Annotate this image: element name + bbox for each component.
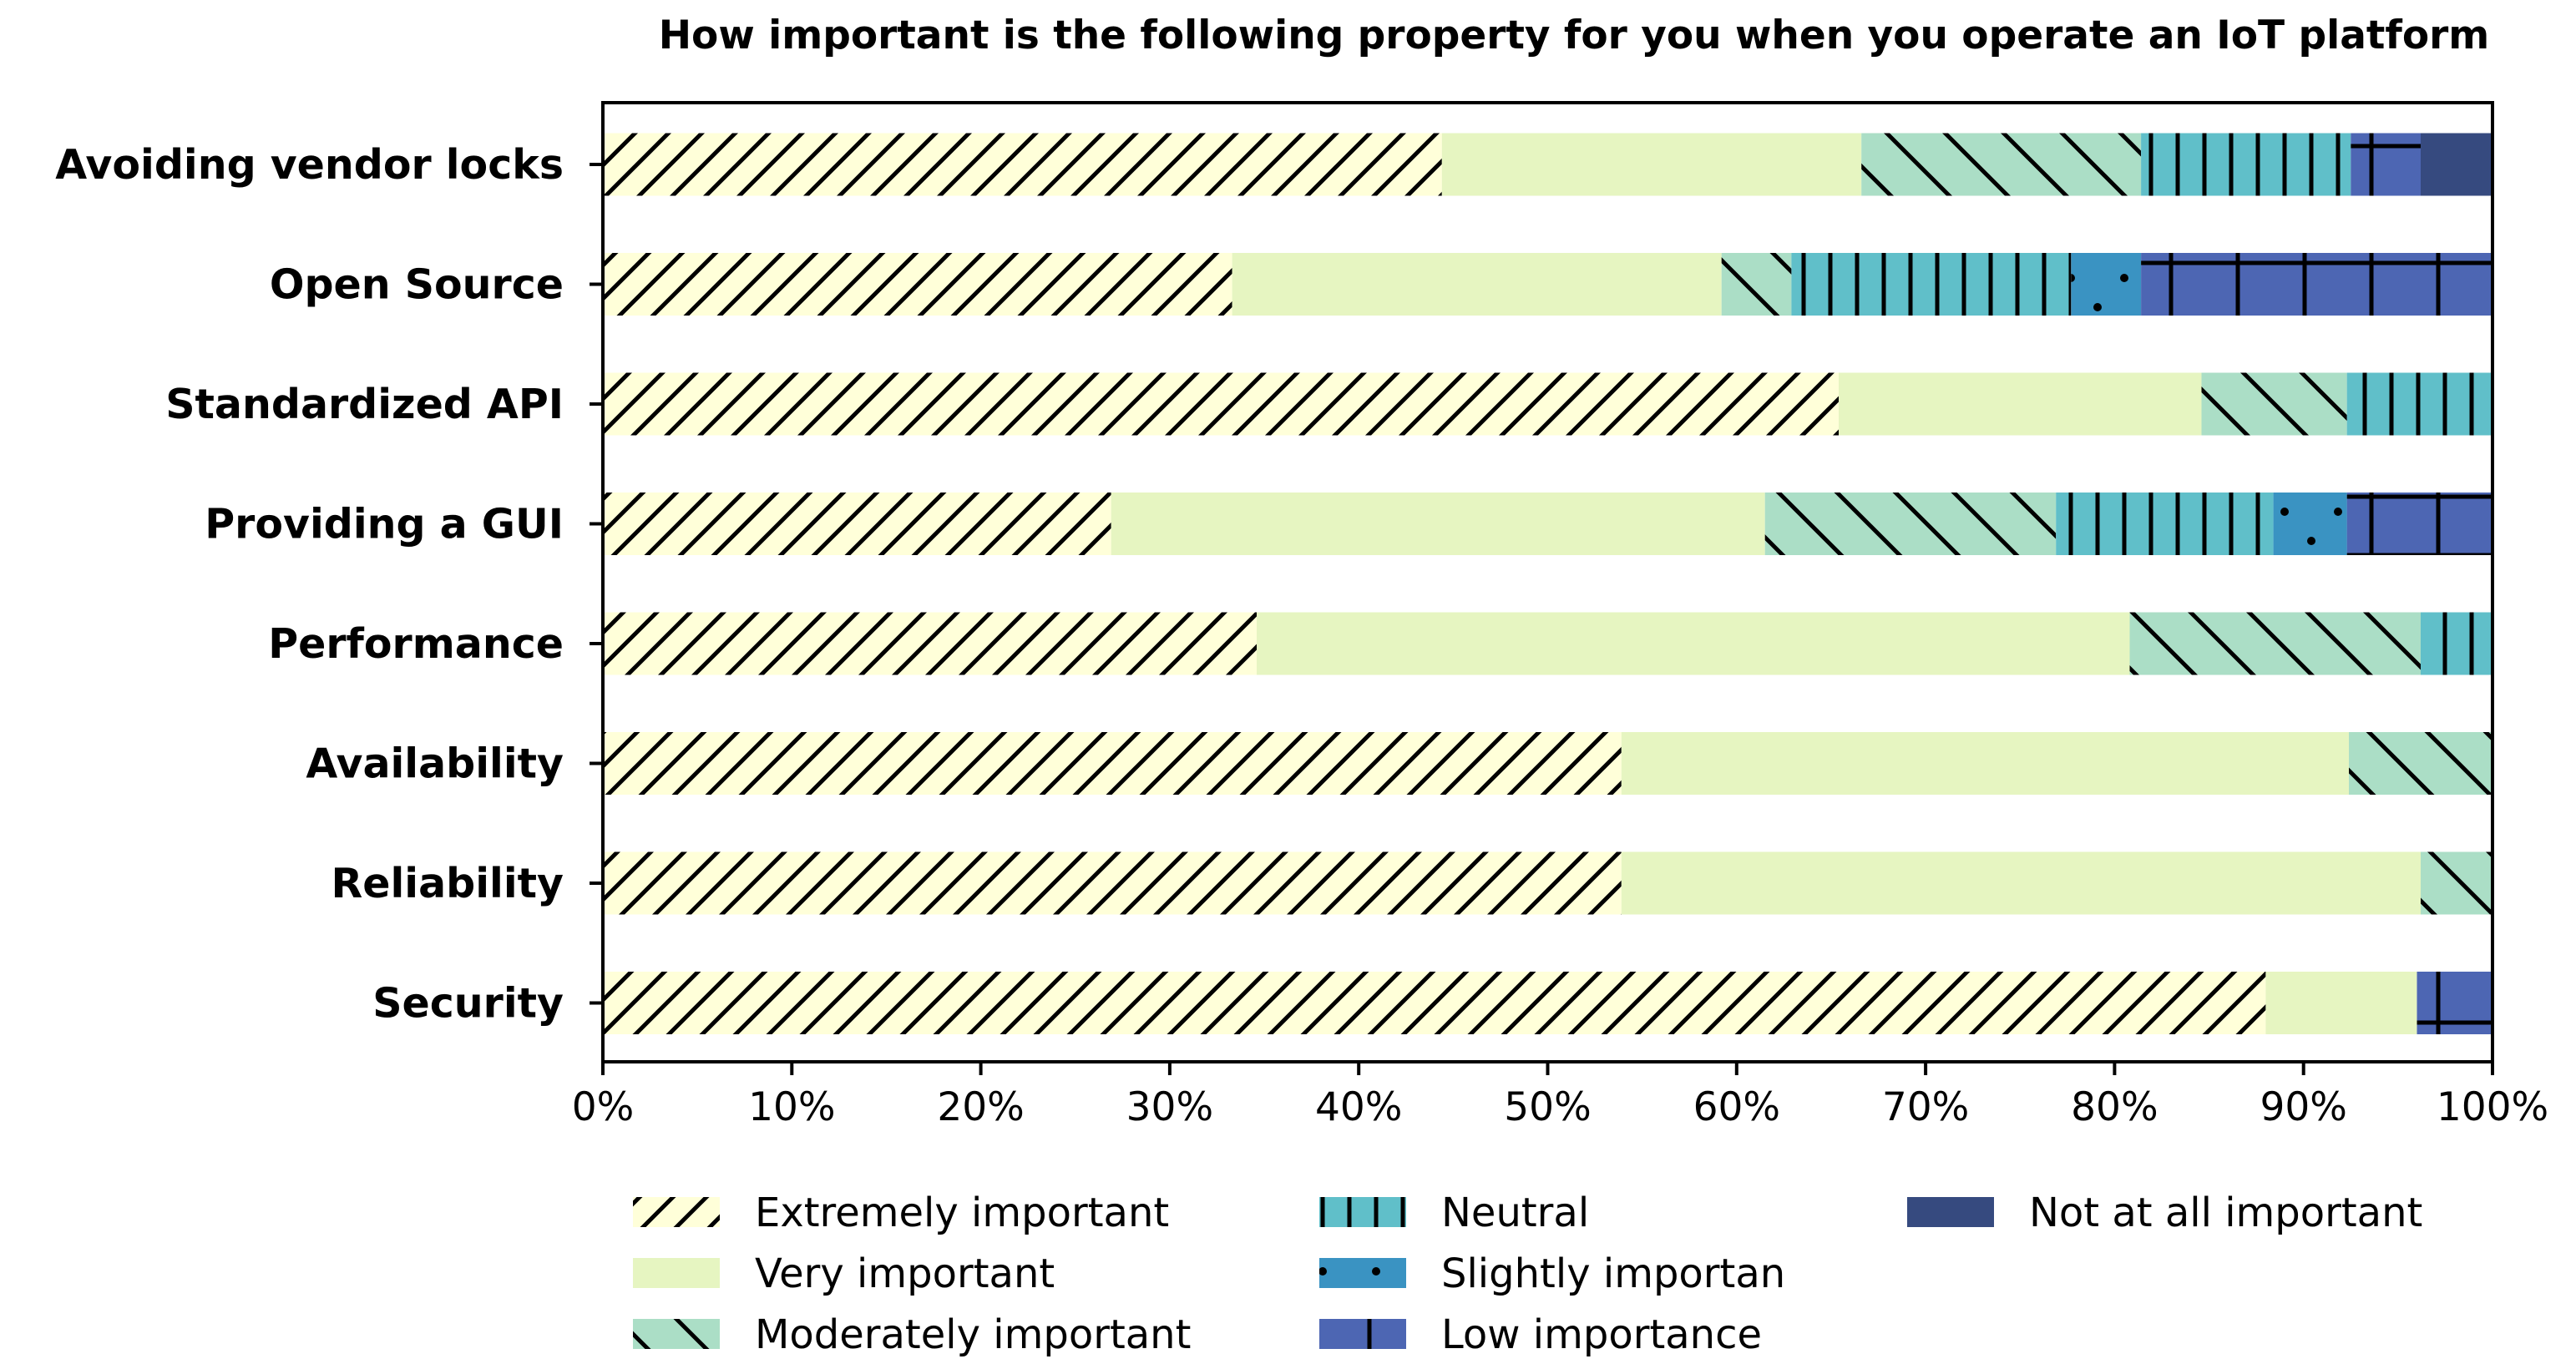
bar-standardized-api-moderately-important [2201,372,2347,436]
bar-providing-a-gui-extremely-important [603,493,1111,555]
y-tick-label: Open Source [270,261,564,309]
x-tick-label: 100% [2437,1084,2548,1130]
bar-security-low-importance [2417,972,2492,1034]
legend-swatch-low-importance [1319,1319,1406,1349]
x-axis: 0% 10% 20% 30% 40% 50% 60% 70% 80% 90% 100% [572,1062,2548,1130]
bar-providing-a-gui-moderately-important [1764,493,2057,555]
y-tick-label: Standardized API [165,381,564,428]
bar-standardized-api-extremely-important [603,372,1839,436]
bar-performance-very-important [1257,612,2130,675]
bar-standardized-api-very-important [1839,372,2202,436]
bar-avoiding-vendor-locks-low-importance [2351,133,2421,196]
bar-performance-moderately-important [2129,612,2421,675]
bar-security-extremely-important [603,972,2266,1034]
x-tick-label: 40% [1315,1084,1402,1130]
bar-open-source-neutral [1791,253,2072,316]
bar-open-source-very-important [1232,253,1722,316]
plot-frame [601,101,2494,1063]
bar-providing-a-gui-slightly-importan [2273,493,2347,555]
x-tick-label: 50% [1504,1084,1591,1130]
bars-group [603,133,2492,1034]
x-tick-label: 90% [2260,1084,2346,1130]
bar-security-very-important [2265,972,2417,1034]
x-tick-label: 0% [572,1084,635,1130]
legend-swatch-very-important [633,1258,720,1288]
bar-reliability-moderately-important [2421,851,2492,915]
bar-availability-moderately-important [2349,732,2492,795]
legend-label-not-at-all-important: Not at all important [2029,1190,2422,1236]
bar-providing-a-gui-low-importance [2346,493,2492,555]
bar-avoiding-vendor-locks-very-important [1441,133,1862,196]
y-tick-label: Reliability [331,860,564,907]
bar-performance-neutral [2421,612,2492,675]
bar-open-source-moderately-important [1721,253,1792,316]
bar-availability-very-important [1621,732,2350,795]
chart-title: How important is the following property … [659,13,2490,58]
y-tick-label: Providing a GUI [205,501,564,548]
bar-standardized-api-neutral [2346,372,2492,436]
x-tick-label: 20% [937,1084,1024,1130]
bar-open-source-extremely-important [603,253,1232,316]
legend-swatch-slightly-importan [1319,1258,1406,1288]
legend-label-slightly-importan: Slightly importan [1441,1250,1785,1297]
bar-providing-a-gui-neutral [2056,493,2274,555]
bar-performance-extremely-important [603,612,1257,675]
y-tick-label: Availability [306,740,564,788]
legend-label-extremely-important: Extremely important [755,1190,1169,1236]
y-tick-label: Security [372,980,564,1028]
legend: Extremely important Very important Moderat… [633,1190,2422,1358]
y-tick-label: Performance [268,620,564,668]
bar-avoiding-vendor-locks-extremely-important [603,133,1442,196]
x-tick-label: 70% [1882,1084,1969,1130]
bar-open-source-low-importance [2141,253,2492,316]
bar-avoiding-vendor-locks-not-at-all-important [2421,133,2492,196]
bar-availability-extremely-important [603,732,1622,795]
x-tick-label: 10% [748,1084,835,1130]
legend-label-neutral: Neutral [1441,1190,1589,1236]
x-tick-label: 60% [1693,1084,1780,1130]
legend-swatch-moderately-important [633,1319,720,1349]
y-tick-label: Avoiding vendor locks [55,141,564,189]
bar-reliability-very-important [1621,851,2421,915]
legend-label-moderately-important: Moderately important [755,1311,1191,1358]
y-axis: Avoiding vendor locks Open Source Standard… [55,141,603,1028]
x-tick-label: 30% [1126,1084,1213,1130]
legend-swatch-neutral [1319,1197,1406,1227]
legend-label-low-importance: Low importance [1441,1311,1762,1358]
bar-reliability-extremely-important [603,851,1622,915]
legend-label-very-important: Very important [755,1250,1055,1297]
bar-providing-a-gui-very-important [1111,493,1765,555]
legend-swatch-not-at-all-important [1907,1197,1994,1227]
bar-open-source-slightly-importan [2071,253,2142,316]
bar-avoiding-vendor-locks-neutral [2141,133,2351,196]
legend-swatch-extremely-important [633,1197,720,1227]
x-tick-label: 80% [2071,1084,2158,1130]
bar-avoiding-vendor-locks-moderately-important [1861,133,2142,196]
